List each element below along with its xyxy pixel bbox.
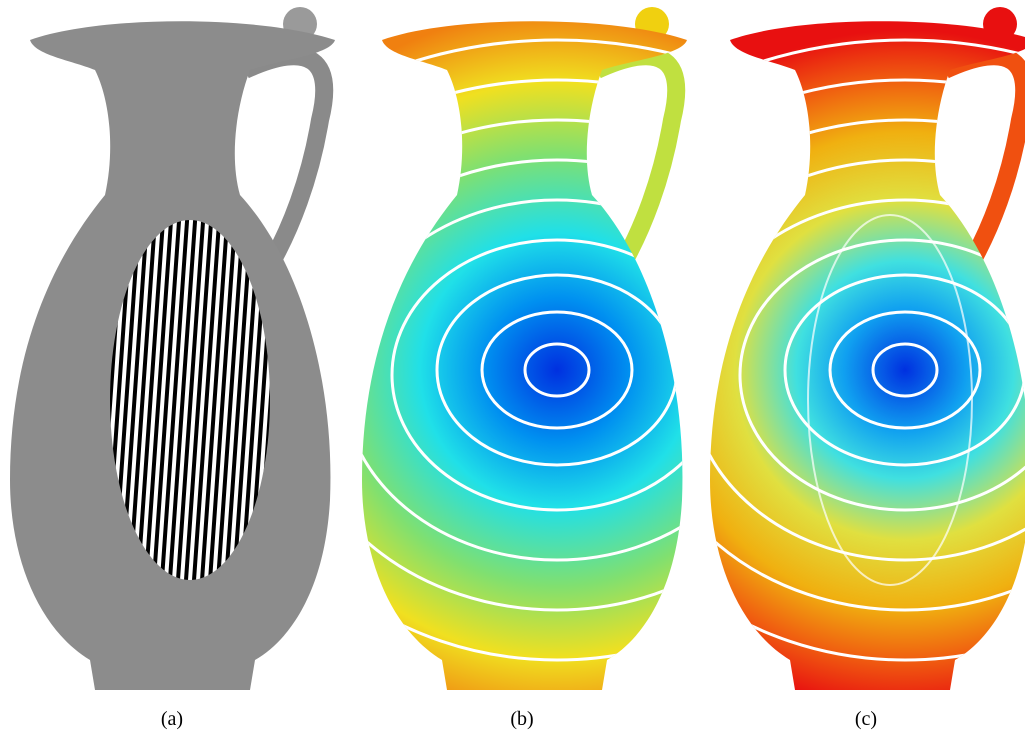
panel-a bbox=[10, 7, 335, 690]
panel-b bbox=[137, 7, 977, 742]
panel-c bbox=[485, 7, 1025, 742]
caption: (b) bbox=[510, 708, 533, 730]
caption: (c) bbox=[855, 708, 877, 730]
caption: (a) bbox=[161, 708, 183, 730]
